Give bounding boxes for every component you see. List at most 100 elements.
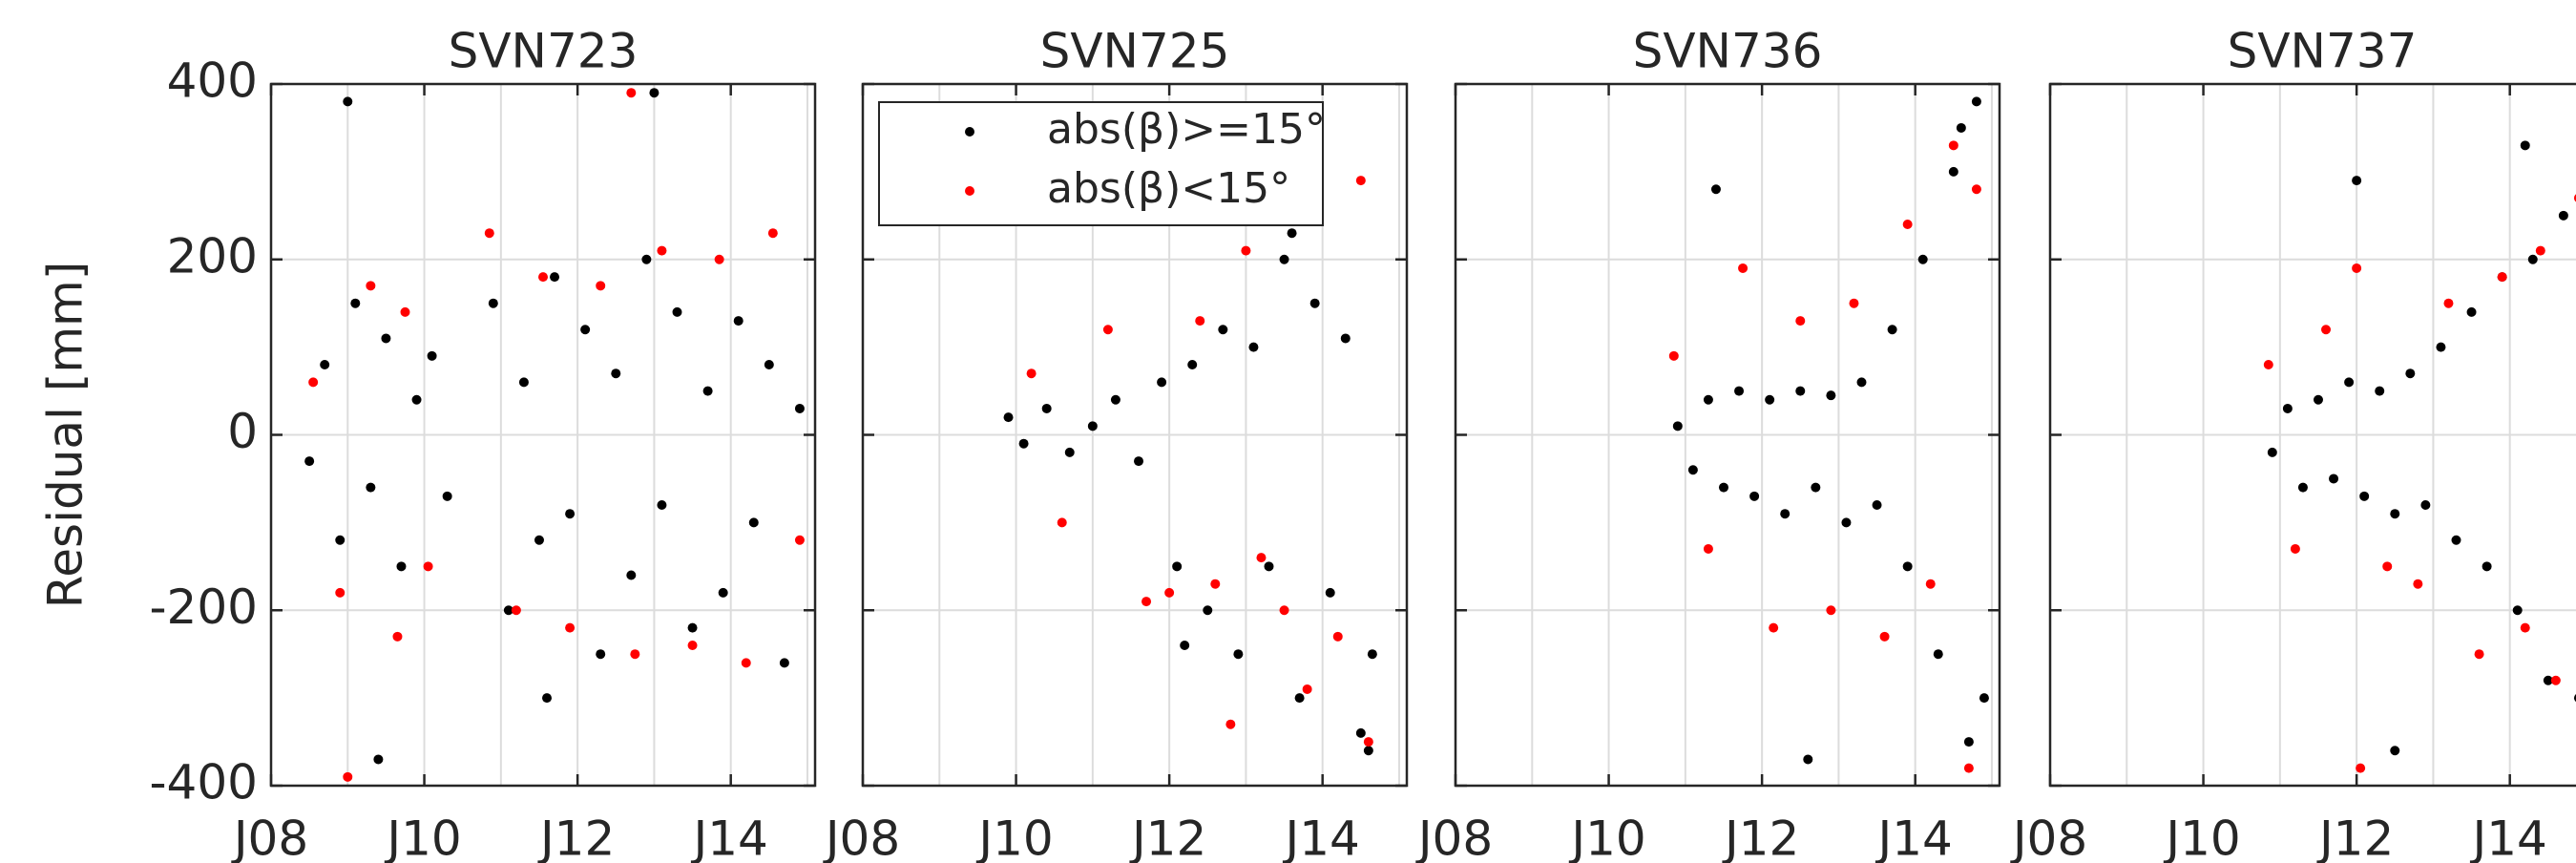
point (2375, 386, 2385, 396)
point (534, 535, 544, 545)
point (2313, 394, 2323, 405)
x-tick-label: J10 (384, 811, 461, 863)
point (2420, 500, 2431, 510)
point (2390, 746, 2400, 756)
point (1780, 509, 1791, 519)
point (1233, 649, 1244, 660)
point (396, 561, 407, 572)
point (1026, 368, 1037, 379)
point (718, 587, 728, 598)
point (1738, 263, 1749, 273)
point (1811, 482, 1821, 493)
x-tick-label: J14 (691, 811, 768, 863)
panel: J08 J10 J12 J14 SVN736 (1415, 24, 2001, 863)
point (1749, 491, 1760, 501)
panel: J08 J10 J12 J14 SVN725 abs(β)>=15° abs(β)<15° (823, 24, 1409, 863)
x-tick-label: J14 (1283, 811, 1360, 863)
point (442, 491, 452, 501)
legend-box (878, 101, 1324, 226)
point (1902, 220, 1913, 229)
point (2573, 694, 2576, 703)
point (2520, 622, 2530, 633)
point (2550, 675, 2561, 685)
point (2451, 535, 2461, 545)
point (596, 281, 606, 291)
point (1018, 438, 1029, 449)
point (1734, 386, 1745, 396)
point (748, 517, 759, 528)
point (2263, 360, 2273, 369)
x-tick-label: J08 (2010, 811, 2087, 863)
point (1948, 140, 1958, 151)
point (630, 649, 640, 660)
point (2282, 403, 2293, 413)
point (1102, 325, 1113, 335)
point (702, 386, 713, 396)
point (1925, 579, 1936, 589)
point (565, 622, 576, 633)
point (2359, 491, 2370, 501)
point (550, 272, 560, 283)
point (2482, 561, 2492, 572)
y-tick-label: 200 (167, 228, 258, 284)
y-axis-label: Residual [mm] (38, 262, 94, 608)
point (1279, 254, 1289, 264)
point (767, 228, 778, 239)
point (2543, 675, 2553, 685)
point (741, 658, 751, 668)
point (304, 456, 315, 467)
y-tick-label: -200 (150, 579, 258, 635)
point (1795, 316, 1806, 326)
point (1110, 394, 1120, 405)
point (1041, 403, 1052, 413)
point (733, 316, 743, 326)
point (1795, 386, 1806, 396)
point (1210, 579, 1221, 589)
point (538, 272, 548, 283)
point (2535, 245, 2545, 256)
point (611, 368, 621, 379)
point (2382, 561, 2393, 572)
point (657, 500, 667, 510)
point (484, 228, 494, 239)
point (1087, 421, 1098, 432)
point (2290, 543, 2300, 554)
point (2527, 254, 2538, 264)
point (779, 658, 789, 668)
point (1948, 166, 1958, 177)
point (392, 631, 403, 642)
point (1164, 587, 1175, 598)
point (1355, 727, 1366, 738)
point (1218, 325, 1228, 335)
point (2344, 377, 2355, 388)
x-tick-label: J12 (537, 811, 615, 863)
point (565, 509, 576, 519)
point (2352, 263, 2362, 273)
point (2443, 298, 2454, 308)
x-tick-label: J10 (1568, 811, 1645, 863)
point (2329, 474, 2339, 484)
point (1879, 631, 1890, 642)
point (1225, 719, 1236, 729)
panel-title: SVN736 (1633, 24, 1823, 79)
point (1363, 746, 1373, 756)
point (2436, 342, 2446, 352)
point (1826, 605, 1836, 616)
point (1294, 693, 1305, 704)
point (2512, 605, 2523, 616)
point (488, 298, 498, 308)
point (1325, 587, 1335, 598)
point (1203, 605, 1213, 616)
point (1668, 350, 1679, 361)
point (2497, 272, 2507, 283)
point (2356, 763, 2366, 773)
point (503, 605, 513, 616)
point (1363, 737, 1373, 747)
point (1256, 553, 1267, 563)
legend: abs(β)>=15° abs(β)<15° (878, 101, 1326, 226)
point (1064, 447, 1075, 457)
y-tick-label: 400 (167, 53, 258, 109)
point (350, 298, 361, 308)
